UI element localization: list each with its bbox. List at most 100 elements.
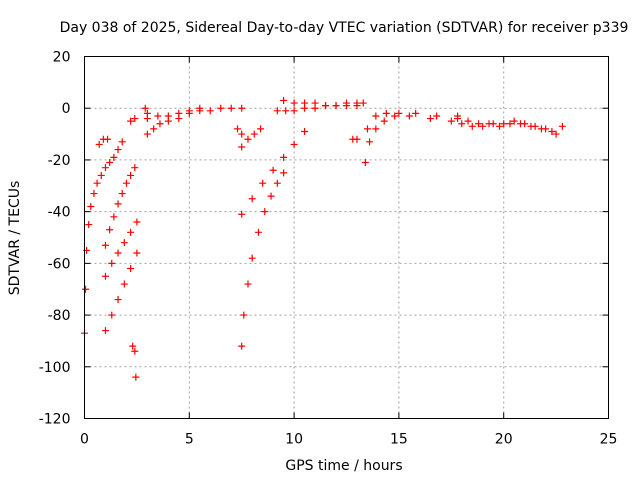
data-point: [196, 104, 204, 112]
y-tick-label: 20: [53, 50, 71, 66]
x-tick-label: 5: [185, 432, 194, 448]
data-point: [479, 122, 487, 130]
data-point: [353, 102, 361, 110]
data-point: [290, 99, 298, 107]
data-point: [506, 120, 514, 128]
series-arc-4: [101, 218, 141, 280]
data-point: [131, 164, 139, 172]
y-tick-label: -60: [48, 256, 71, 272]
data-point: [433, 112, 441, 120]
data-point: [238, 143, 246, 151]
data-point: [143, 115, 151, 123]
series-arc-17: [280, 96, 367, 110]
data-point: [122, 179, 130, 187]
y-axis-label: SDTVAR / TECUs: [7, 181, 23, 296]
data-point: [238, 342, 246, 350]
data-point: [391, 112, 399, 120]
data-point: [129, 342, 137, 350]
data-point: [269, 166, 277, 174]
data-point: [101, 241, 109, 249]
y-tick-label: -100: [39, 360, 71, 376]
data-point: [238, 130, 246, 138]
data-point: [110, 153, 118, 161]
data-point: [261, 208, 269, 216]
data-point: [217, 104, 225, 112]
chart-title: Day 038 of 2025, Sidereal Day-to-day VTE…: [60, 20, 629, 36]
data-point: [361, 159, 369, 167]
series-arc-7: [132, 373, 140, 381]
series-arc-19: [361, 112, 455, 167]
data-point: [282, 107, 290, 115]
data-point: [280, 96, 288, 104]
data-point: [290, 107, 298, 115]
data-point: [447, 117, 455, 125]
data-point: [185, 107, 193, 115]
data-point: [248, 254, 256, 262]
data-point: [150, 125, 158, 133]
data-point: [322, 102, 330, 110]
series-arc-5: [101, 249, 141, 335]
x-tick-label: 10: [285, 432, 303, 448]
data-point: [114, 296, 122, 304]
grid-layer: [84, 56, 609, 419]
data-point: [359, 99, 367, 107]
data-point: [500, 120, 508, 128]
y-tick-label: -80: [48, 308, 71, 324]
data-point: [106, 226, 114, 234]
data-point: [85, 221, 93, 229]
series-arc-8: [127, 115, 139, 125]
data-point: [120, 280, 128, 288]
data-point: [141, 104, 149, 112]
data-point: [552, 130, 560, 138]
data-point: [101, 164, 109, 172]
data-point: [127, 117, 135, 125]
data-point: [412, 109, 420, 117]
data-point: [343, 102, 350, 110]
data-layer: [81, 96, 566, 381]
data-point: [118, 138, 126, 146]
series-arc-11: [143, 104, 204, 123]
x-tick-label: 15: [390, 432, 408, 448]
data-point: [154, 112, 162, 120]
data-point: [164, 112, 172, 120]
data-point: [257, 125, 265, 133]
data-point: [372, 112, 380, 120]
tick-layer: 0 5 10 15 20 25 20 0 -20 -40 -60 -80 -100 -120: [39, 50, 618, 448]
data-point: [510, 117, 518, 125]
data-point: [127, 171, 135, 179]
series-arc-12: [234, 125, 246, 138]
data-point: [101, 327, 109, 335]
data-point: [353, 135, 361, 143]
data-point: [311, 99, 319, 107]
data-point: [280, 153, 288, 161]
data-point: [380, 117, 388, 125]
data-point: [254, 228, 262, 236]
data-point: [95, 140, 103, 148]
series-arc-2: [95, 135, 112, 148]
data-point: [108, 259, 116, 267]
series-arc-14: [238, 127, 309, 218]
y-tick-label: 0: [62, 101, 71, 117]
series-arc-22: [458, 117, 560, 138]
data-point: [227, 104, 235, 112]
data-point: [248, 195, 256, 203]
data-point: [454, 115, 462, 123]
series-arc-18: [349, 135, 361, 143]
data-point: [273, 179, 281, 187]
data-point: [240, 311, 248, 319]
data-point: [127, 265, 135, 273]
data-point: [101, 272, 109, 280]
data-point: [133, 249, 141, 257]
data-point: [131, 347, 139, 355]
data-point: [143, 130, 151, 138]
data-point: [132, 373, 140, 381]
data-point: [332, 102, 340, 110]
data-point: [114, 200, 122, 208]
data-point: [290, 140, 298, 148]
data-point: [267, 192, 275, 200]
data-point: [118, 190, 126, 198]
data-point: [133, 218, 141, 226]
series-arc-16: [273, 99, 361, 115]
data-point: [108, 311, 116, 319]
